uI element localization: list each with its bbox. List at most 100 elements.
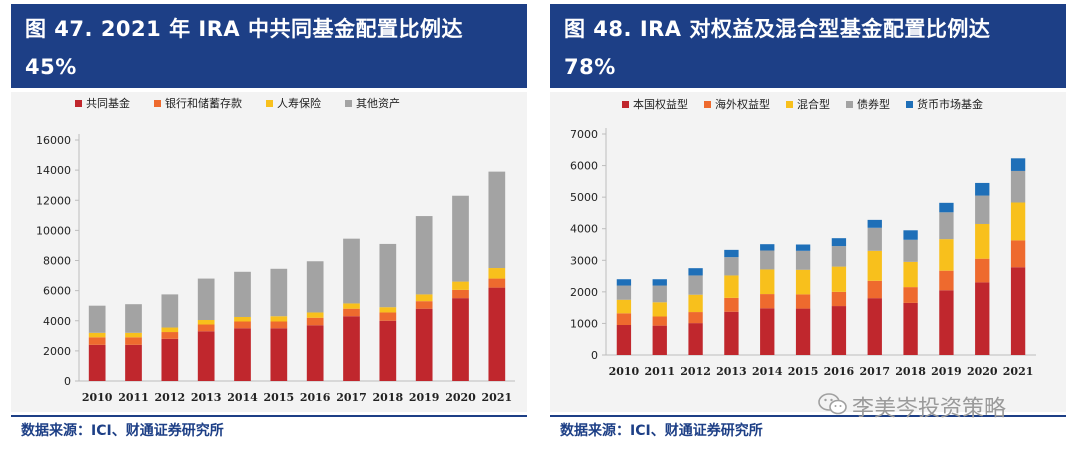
bar-segment-2015-3	[795, 250, 811, 270]
bar-segment-2021-2	[1010, 202, 1026, 241]
bar-segment-2014-0	[760, 308, 775, 355]
x-tick-label: 2020	[445, 391, 476, 404]
bar-segment-2010-2	[616, 299, 632, 314]
y-tick-label: 1000	[570, 317, 598, 330]
bar-segment-2015-1	[270, 321, 288, 329]
bar-segment-2010-0	[616, 325, 632, 355]
x-tick-label: 2016	[300, 391, 331, 404]
bar-segment-2017-2	[343, 303, 360, 309]
bar-segment-2016-4	[831, 238, 847, 247]
x-tick-label: 2014	[227, 391, 258, 404]
watermark-text: 李美岑投资策略	[852, 396, 1007, 422]
right-chart-area: 本国权益型 海外权益型 混合型 债券型 货币市场基金 0 1000 2000 3000 4000 5…	[550, 92, 1066, 412]
bar-segment-2012-3	[161, 294, 179, 328]
y-tick-label: 12000	[36, 194, 71, 207]
bar-segment-2012-0	[688, 323, 703, 355]
x-tick-label: 2013	[716, 365, 747, 378]
bar-segment-2020-3	[452, 195, 469, 282]
y-tick-label: 16000	[36, 134, 71, 147]
bar-segment-2019-4	[939, 202, 954, 213]
bar-segment-2011-3	[125, 304, 142, 333]
bar-segment-2021-2	[488, 268, 506, 279]
bar-segment-2014-4	[760, 244, 775, 251]
bar-segment-2019-0	[939, 290, 954, 355]
y-tick-label: 5000	[570, 191, 598, 204]
legend-label-1: 海外权益型	[715, 97, 770, 111]
bar-segment-2016-0	[831, 306, 847, 355]
bar-segment-2015-0	[270, 328, 288, 381]
bar-segment-2010-3	[616, 285, 632, 300]
bar-segment-2017-3	[343, 238, 360, 304]
bar-segment-2011-0	[652, 325, 667, 355]
x-tick-label: 2015	[788, 365, 819, 378]
bar-segment-2013-1	[197, 324, 215, 332]
bar-segment-2014-3	[760, 250, 775, 270]
bar-segment-2019-1	[939, 270, 954, 291]
bar-segment-2017-1	[343, 308, 360, 317]
bar-segment-2015-2	[795, 269, 811, 295]
y-tick-label: 2000	[570, 286, 598, 299]
bar-segment-2021-0	[1010, 267, 1026, 355]
bar-segment-2013-3	[197, 278, 215, 320]
legend-label-3: 其他资产	[356, 96, 400, 110]
bar-segment-2010-4	[616, 279, 632, 286]
legend-swatch-1	[154, 100, 161, 107]
y-tick-label: 6000	[43, 285, 71, 298]
y-tick-label: 0	[591, 349, 598, 362]
bar-segment-2017-0	[867, 298, 882, 355]
bar-segment-2016-3	[831, 246, 847, 267]
bar-segment-2011-2	[125, 332, 142, 338]
legend-swatch-2	[266, 100, 273, 107]
bar-segment-2010-2	[88, 332, 106, 338]
left-title-line-2: 45%	[25, 55, 77, 79]
legend-swatch-3	[846, 101, 853, 108]
legend-label-4: 货币市场基金	[917, 97, 983, 111]
y-tick-label: 8000	[43, 255, 71, 268]
bar-segment-2012-2	[688, 294, 703, 313]
right-source-note: 数据来源：ICI、财通证券研究所	[550, 415, 1066, 445]
bar-segment-2011-0	[125, 344, 142, 381]
x-tick-label: 2016	[824, 365, 855, 378]
wechat-icon	[818, 392, 848, 427]
bar-segment-2016-1	[831, 291, 847, 307]
bar-segment-2013-2	[724, 275, 739, 298]
bar-segment-2018-3	[379, 243, 397, 308]
bar-segment-2021-4	[1010, 158, 1026, 171]
bar-segment-2018-1	[903, 287, 918, 303]
x-tick-label: 2021	[1003, 365, 1034, 378]
bar-segment-2019-3	[415, 216, 433, 295]
legend-swatch-1	[704, 101, 711, 108]
bar-segment-2013-2	[197, 319, 215, 325]
legend-swatch-4	[906, 101, 913, 108]
bar-segment-2014-1	[234, 321, 251, 329]
legend-label-0: 本国权益型	[633, 97, 688, 111]
bar-segment-2018-3	[903, 239, 918, 262]
legend-label-0: 共同基金	[86, 96, 130, 110]
bar-segment-2012-3	[688, 275, 703, 295]
right-figure-title: 图 48. IRA 对权益及混合型基金配置比例达 78%	[550, 4, 1066, 88]
bar-segment-2020-2	[452, 281, 469, 290]
bar-segment-2017-3	[867, 227, 882, 251]
bar-segment-2013-4	[724, 249, 739, 258]
x-tick-label: 2019	[409, 391, 440, 404]
x-tick-label: 2017	[859, 365, 890, 378]
right-figure-panel: 图 48. IRA 对权益及混合型基金配置比例达 78% 本国权益型 海外权益型 混…	[550, 0, 1070, 456]
legend-label-1: 银行和储蓄存款	[165, 96, 242, 110]
y-tick-label: 10000	[36, 224, 71, 237]
left-source-note: 数据来源：ICI、财通证券研究所	[11, 415, 527, 445]
bar-segment-2013-3	[724, 257, 739, 276]
left-chart-area: 共同基金 银行和储蓄存款 人寿保险 其他资产 0 2000 4000 6000 8000 1000…	[11, 92, 527, 412]
legend-swatch-3	[345, 100, 352, 107]
bar-segment-2013-0	[197, 331, 215, 381]
x-tick-label: 2020	[967, 365, 998, 378]
x-tick-label: 2014	[752, 365, 783, 378]
bar-segment-2016-2	[306, 312, 324, 318]
bar-segment-2011-1	[652, 316, 667, 326]
x-tick-label: 2011	[644, 365, 675, 378]
bar-segment-2014-2	[234, 316, 251, 322]
bar-segment-2010-3	[88, 305, 106, 333]
y-tick-label: 4000	[570, 223, 598, 236]
bar-segment-2021-1	[1010, 240, 1026, 268]
bar-segment-2019-2	[939, 239, 954, 271]
bar-segment-2010-1	[88, 337, 106, 345]
